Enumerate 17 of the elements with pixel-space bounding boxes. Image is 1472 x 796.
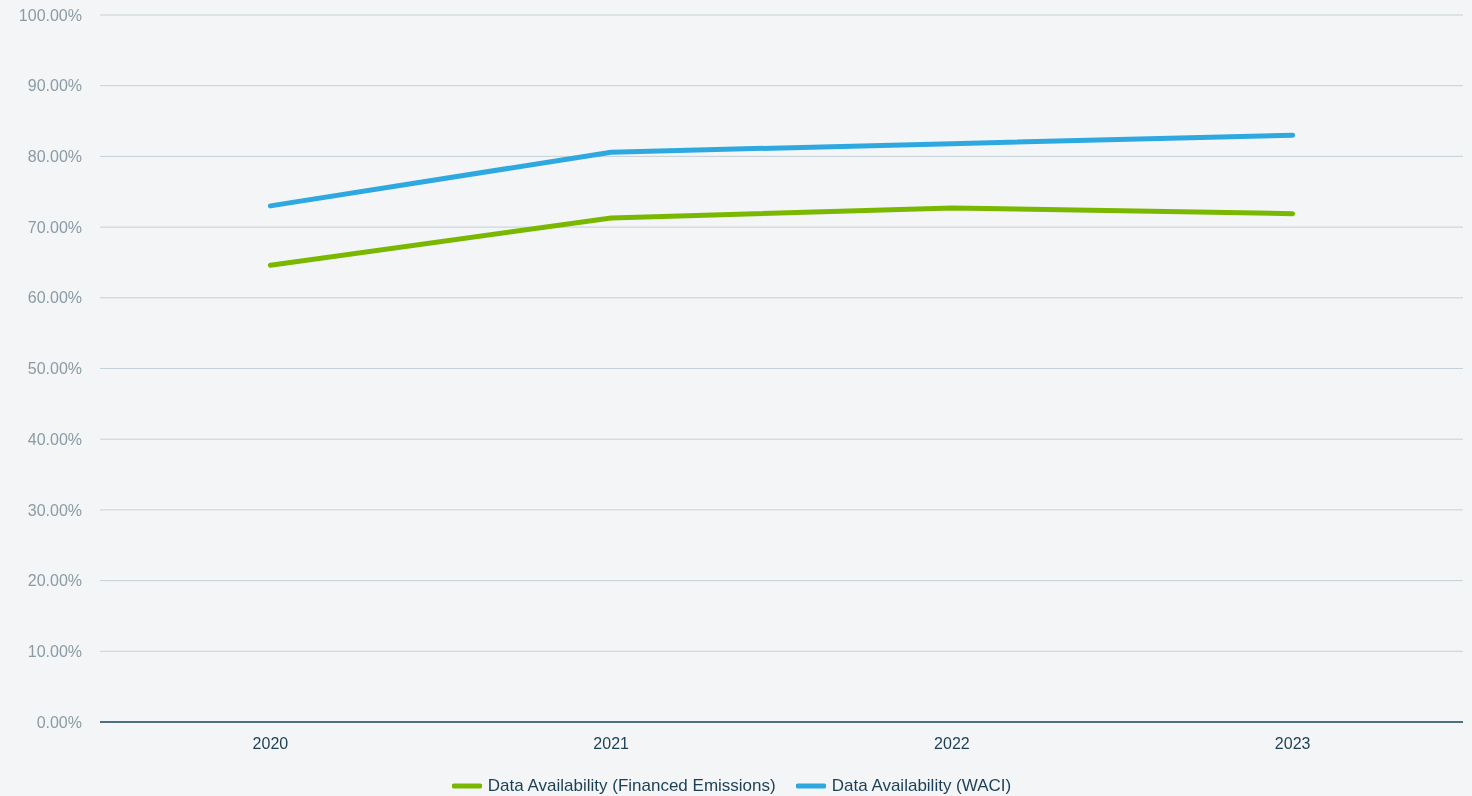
y-tick-label: 50.00% [27, 360, 82, 378]
x-tick-label: 2021 [593, 735, 630, 753]
legend-label: Data Availability (Financed Emissions) [487, 776, 776, 796]
x-tick-label: 2023 [1274, 735, 1311, 753]
y-tick-label: 10.00% [27, 642, 82, 660]
y-tick-label: 100.00% [18, 6, 82, 24]
y-tick-label: 40.00% [27, 430, 82, 448]
y-tick-label: 90.00% [27, 77, 82, 95]
y-tick-label: 30.00% [27, 501, 82, 519]
x-tick-label: 2020 [252, 735, 289, 753]
y-tick-label: 0.00% [36, 713, 82, 731]
legend-label: Data Availability (WACI) [831, 776, 1012, 796]
y-tick-label: 60.00% [27, 289, 82, 307]
x-tick-label: 2022 [934, 735, 970, 753]
y-tick-label: 70.00% [27, 218, 82, 236]
y-tick-label: 20.00% [27, 572, 82, 590]
y-tick-label: 80.00% [27, 148, 82, 166]
